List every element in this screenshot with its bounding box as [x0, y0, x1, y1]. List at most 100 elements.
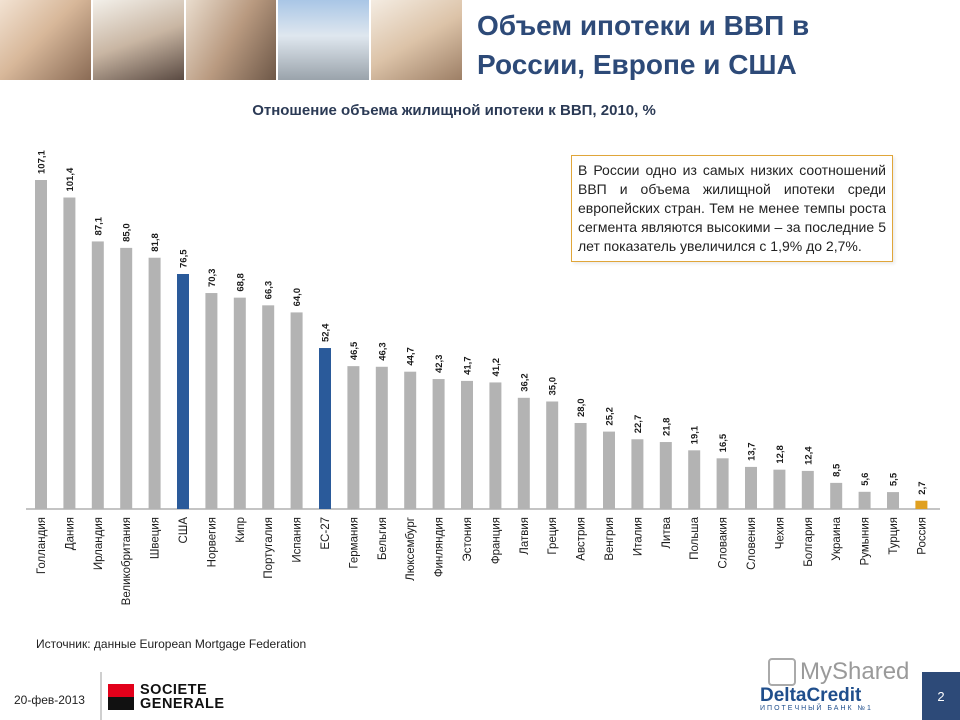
value-label-0: 107,1	[37, 150, 48, 174]
bar-12	[375, 366, 388, 509]
value-label-4: 81,8	[150, 233, 161, 252]
bar-13	[404, 371, 417, 509]
category-label-11: Германия	[348, 517, 360, 569]
bar-8	[262, 305, 275, 509]
category-label-7: Кипр	[235, 517, 247, 543]
bar-4	[148, 257, 161, 509]
title-line-1: Объем ипотеки и ВВП в	[477, 10, 810, 41]
value-label-13: 44,7	[406, 347, 417, 366]
bar-28	[830, 482, 843, 509]
bar-5	[177, 274, 189, 509]
value-label-20: 25,2	[605, 407, 616, 426]
bar-6	[205, 293, 218, 509]
category-label-6: Норвегия	[206, 517, 218, 567]
bar-26	[773, 469, 786, 509]
category-label-31: Россия	[916, 517, 928, 555]
value-label-14: 42,3	[434, 355, 445, 374]
category-label-23: Польша	[689, 516, 701, 559]
value-label-26: 12,8	[775, 445, 786, 464]
category-label-3: Великобритания	[121, 517, 133, 605]
category-label-28: Украина	[831, 516, 843, 560]
bar-3	[120, 247, 133, 509]
bar-1	[63, 197, 76, 509]
value-label-28: 8,5	[832, 463, 843, 477]
value-label-18: 35,0	[548, 377, 559, 396]
page-number-badge: 2	[922, 672, 960, 720]
bar-24	[716, 458, 729, 509]
category-label-30: Турция	[888, 517, 900, 555]
category-label-27: Болгария	[803, 517, 815, 567]
societe-generale-logo: SOCIETE GENERALE	[108, 683, 225, 711]
chart-subtitle: Отношение объема жилищной ипотеки к ВВП,…	[252, 102, 656, 119]
value-label-24: 16,5	[718, 433, 729, 452]
bar-27	[801, 470, 814, 509]
category-label-15: Эстония	[462, 517, 474, 562]
photo-operator	[0, 0, 93, 80]
value-label-12: 46,3	[377, 342, 388, 361]
category-label-14: Финляндия	[434, 517, 446, 577]
category-label-25: Словения	[746, 517, 758, 570]
value-label-19: 28,0	[576, 398, 587, 417]
photo-business	[92, 0, 186, 80]
value-label-9: 64,0	[292, 288, 303, 307]
value-label-10: 52,4	[321, 323, 332, 342]
title-line-2: России, Европе и США	[477, 49, 797, 80]
bar-29	[858, 491, 871, 509]
category-label-10: ЕС-27	[320, 517, 332, 550]
photo-building	[278, 0, 372, 80]
value-label-31: 2,7	[917, 481, 928, 494]
category-label-13: Люксембург	[405, 517, 417, 581]
footer-divider	[100, 672, 102, 720]
value-label-16: 41,2	[491, 358, 502, 377]
value-label-15: 41,7	[463, 356, 474, 375]
bar-30	[887, 492, 899, 509]
deltacredit-logo: DeltaCredit ИПОТЕЧНЫЙ БАНК №1	[760, 685, 873, 712]
societe-generale-mark-icon	[108, 684, 134, 710]
category-label-22: Литва	[661, 516, 673, 548]
category-label-16: Франция	[490, 517, 502, 564]
footer-date: 20-фев-2013	[14, 693, 85, 707]
value-label-2: 87,1	[93, 216, 104, 235]
photo-couple	[185, 0, 279, 80]
bar-21	[631, 439, 644, 509]
category-label-8: Португалия	[263, 517, 275, 579]
myshared-watermark: MyShared	[768, 658, 909, 686]
category-label-20: Венгрия	[604, 517, 616, 561]
photo-family	[371, 0, 462, 80]
bar-9	[290, 312, 303, 509]
value-label-6: 70,3	[207, 269, 218, 288]
value-label-8: 66,3	[264, 281, 275, 300]
bar-2	[91, 241, 104, 509]
bar-14	[432, 379, 445, 509]
bar-10	[319, 348, 331, 509]
value-label-11: 46,5	[349, 341, 360, 360]
value-label-23: 19,1	[690, 425, 701, 444]
page-title: Объем ипотеки и ВВП в России, Европе и С…	[477, 6, 947, 84]
value-label-22: 21,8	[661, 418, 672, 437]
bar-19	[574, 422, 587, 509]
category-label-1: Дания	[64, 517, 76, 550]
category-label-2: Ирландия	[93, 517, 105, 570]
category-label-5: США	[178, 517, 190, 544]
bar-15	[461, 380, 473, 509]
category-label-21: Италия	[632, 517, 644, 556]
value-label-27: 12,4	[803, 446, 814, 465]
category-label-4: Швеция	[150, 517, 162, 559]
value-label-7: 68,8	[235, 273, 246, 292]
bar-18	[546, 401, 559, 509]
bar-7	[233, 297, 246, 509]
bar-17	[517, 397, 530, 509]
bar-20	[603, 431, 615, 509]
value-label-5: 76,5	[179, 249, 190, 268]
category-label-18: Греция	[547, 517, 559, 555]
category-label-17: Латвия	[519, 517, 531, 555]
header-photo-strip	[0, 0, 462, 80]
value-label-29: 5,6	[860, 473, 871, 486]
value-label-17: 36,2	[519, 373, 530, 392]
bar-25	[745, 466, 757, 509]
category-label-0: Голландия	[36, 517, 48, 574]
bar-16	[489, 382, 502, 509]
category-label-19: Австрия	[576, 517, 588, 561]
source-note: Источник: данные European Mortgage Feder…	[36, 637, 307, 651]
